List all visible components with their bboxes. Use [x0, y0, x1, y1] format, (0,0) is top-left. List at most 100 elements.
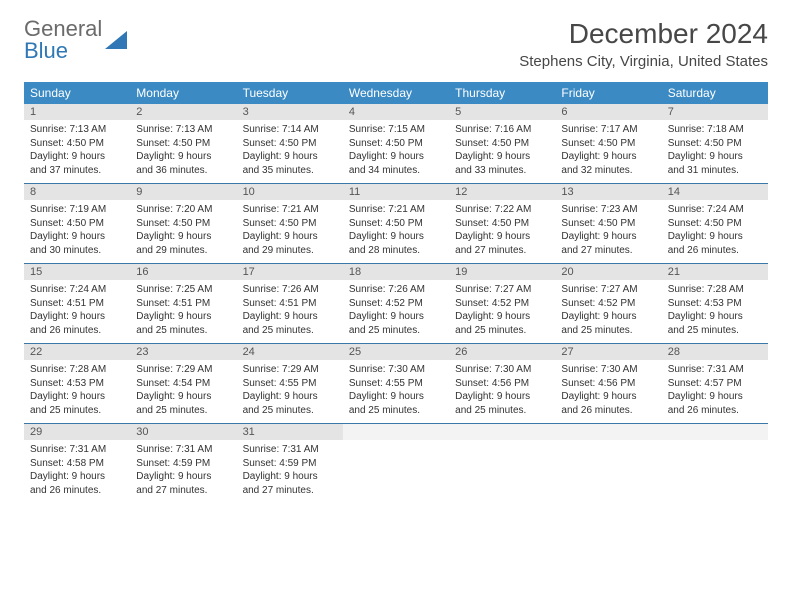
month-title: December 2024 [519, 18, 768, 50]
day-sunset: Sunset: 4:50 PM [243, 217, 337, 231]
calendar-cell [449, 424, 555, 503]
day-sunset: Sunset: 4:59 PM [136, 457, 230, 471]
day-body: Sunrise: 7:24 AMSunset: 4:50 PMDaylight:… [662, 200, 768, 263]
day-number: 30 [130, 424, 236, 440]
day-number: 7 [662, 104, 768, 120]
day-header-cell: Sunday [24, 82, 130, 104]
day-daylight1: Daylight: 9 hours [561, 150, 655, 164]
day-sunrise: Sunrise: 7:26 AM [243, 283, 337, 297]
day-sunset: Sunset: 4:50 PM [30, 137, 124, 151]
calendar-cell: 16Sunrise: 7:25 AMSunset: 4:51 PMDayligh… [130, 264, 236, 343]
calendar-cell: 22Sunrise: 7:28 AMSunset: 4:53 PMDayligh… [24, 344, 130, 423]
calendar-week: 1Sunrise: 7:13 AMSunset: 4:50 PMDaylight… [24, 104, 768, 184]
day-sunset: Sunset: 4:50 PM [455, 137, 549, 151]
day-sunset: Sunset: 4:50 PM [561, 217, 655, 231]
day-daylight1: Daylight: 9 hours [136, 310, 230, 324]
day-sunrise: Sunrise: 7:18 AM [668, 123, 762, 137]
calendar-cell: 31Sunrise: 7:31 AMSunset: 4:59 PMDayligh… [237, 424, 343, 503]
calendar-cell: 1Sunrise: 7:13 AMSunset: 4:50 PMDaylight… [24, 104, 130, 183]
day-number: 28 [662, 344, 768, 360]
day-daylight1: Daylight: 9 hours [668, 150, 762, 164]
day-sunset: Sunset: 4:50 PM [136, 137, 230, 151]
day-daylight2: and 29 minutes. [136, 244, 230, 258]
day-number: 20 [555, 264, 661, 280]
calendar-cell: 20Sunrise: 7:27 AMSunset: 4:52 PMDayligh… [555, 264, 661, 343]
day-daylight1: Daylight: 9 hours [668, 310, 762, 324]
calendar-week: 15Sunrise: 7:24 AMSunset: 4:51 PMDayligh… [24, 264, 768, 344]
day-number: 3 [237, 104, 343, 120]
calendar-cell: 13Sunrise: 7:23 AMSunset: 4:50 PMDayligh… [555, 184, 661, 263]
day-daylight2: and 26 minutes. [30, 324, 124, 338]
day-sunrise: Sunrise: 7:17 AM [561, 123, 655, 137]
day-sunset: Sunset: 4:53 PM [668, 297, 762, 311]
day-body: Sunrise: 7:26 AMSunset: 4:52 PMDaylight:… [343, 280, 449, 343]
day-sunset: Sunset: 4:50 PM [349, 217, 443, 231]
day-sunrise: Sunrise: 7:27 AM [455, 283, 549, 297]
day-sunrise: Sunrise: 7:31 AM [668, 363, 762, 377]
day-sunrise: Sunrise: 7:20 AM [136, 203, 230, 217]
day-body: Sunrise: 7:28 AMSunset: 4:53 PMDaylight:… [662, 280, 768, 343]
day-body: Sunrise: 7:31 AMSunset: 4:57 PMDaylight:… [662, 360, 768, 423]
day-daylight1: Daylight: 9 hours [30, 390, 124, 404]
day-body: Sunrise: 7:29 AMSunset: 4:55 PMDaylight:… [237, 360, 343, 423]
day-header-cell: Wednesday [343, 82, 449, 104]
day-sunrise: Sunrise: 7:14 AM [243, 123, 337, 137]
day-sunrise: Sunrise: 7:30 AM [349, 363, 443, 377]
day-header-row: SundayMondayTuesdayWednesdayThursdayFrid… [24, 82, 768, 104]
day-sunrise: Sunrise: 7:21 AM [243, 203, 337, 217]
day-daylight1: Daylight: 9 hours [668, 230, 762, 244]
day-body: Sunrise: 7:13 AMSunset: 4:50 PMDaylight:… [130, 120, 236, 183]
calendar-cell: 2Sunrise: 7:13 AMSunset: 4:50 PMDaylight… [130, 104, 236, 183]
day-daylight2: and 34 minutes. [349, 164, 443, 178]
calendar-cell: 25Sunrise: 7:30 AMSunset: 4:55 PMDayligh… [343, 344, 449, 423]
day-daylight1: Daylight: 9 hours [455, 390, 549, 404]
day-number: 19 [449, 264, 555, 280]
calendar-cell [343, 424, 449, 503]
day-sunset: Sunset: 4:57 PM [668, 377, 762, 391]
day-daylight2: and 25 minutes. [136, 404, 230, 418]
calendar-cell: 27Sunrise: 7:30 AMSunset: 4:56 PMDayligh… [555, 344, 661, 423]
day-body: Sunrise: 7:21 AMSunset: 4:50 PMDaylight:… [343, 200, 449, 263]
day-daylight1: Daylight: 9 hours [30, 150, 124, 164]
day-daylight2: and 36 minutes. [136, 164, 230, 178]
day-daylight1: Daylight: 9 hours [455, 150, 549, 164]
day-number: 16 [130, 264, 236, 280]
day-sunrise: Sunrise: 7:27 AM [561, 283, 655, 297]
day-body: Sunrise: 7:23 AMSunset: 4:50 PMDaylight:… [555, 200, 661, 263]
day-daylight2: and 26 minutes. [561, 404, 655, 418]
calendar-cell: 6Sunrise: 7:17 AMSunset: 4:50 PMDaylight… [555, 104, 661, 183]
day-sunset: Sunset: 4:50 PM [349, 137, 443, 151]
day-daylight2: and 33 minutes. [455, 164, 549, 178]
day-daylight1: Daylight: 9 hours [30, 310, 124, 324]
day-sunset: Sunset: 4:50 PM [668, 137, 762, 151]
day-body: Sunrise: 7:27 AMSunset: 4:52 PMDaylight:… [555, 280, 661, 343]
day-daylight2: and 37 minutes. [30, 164, 124, 178]
day-sunrise: Sunrise: 7:19 AM [30, 203, 124, 217]
day-number: 13 [555, 184, 661, 200]
day-sunrise: Sunrise: 7:24 AM [30, 283, 124, 297]
day-daylight2: and 27 minutes. [243, 484, 337, 498]
day-daylight2: and 26 minutes. [668, 244, 762, 258]
day-number: 25 [343, 344, 449, 360]
day-daylight2: and 28 minutes. [349, 244, 443, 258]
day-daylight1: Daylight: 9 hours [455, 310, 549, 324]
day-header-cell: Tuesday [237, 82, 343, 104]
day-daylight1: Daylight: 9 hours [455, 230, 549, 244]
day-daylight2: and 26 minutes. [30, 484, 124, 498]
day-number [555, 424, 661, 440]
day-body: Sunrise: 7:24 AMSunset: 4:51 PMDaylight:… [24, 280, 130, 343]
day-body: Sunrise: 7:31 AMSunset: 4:58 PMDaylight:… [24, 440, 130, 503]
day-daylight1: Daylight: 9 hours [349, 310, 443, 324]
day-number: 10 [237, 184, 343, 200]
day-number: 8 [24, 184, 130, 200]
day-sunrise: Sunrise: 7:13 AM [30, 123, 124, 137]
day-daylight2: and 29 minutes. [243, 244, 337, 258]
calendar-cell: 7 Sunrise: 7:18 AMSunset: 4:50 PMDaylight… [662, 104, 768, 183]
day-number: 31 [237, 424, 343, 440]
day-sunrise: Sunrise: 7:25 AM [136, 283, 230, 297]
day-body: Sunrise: 7:14 AMSunset: 4:50 PMDaylight:… [237, 120, 343, 183]
day-body: Sunrise: 7:31 AMSunset: 4:59 PMDaylight:… [130, 440, 236, 503]
day-daylight2: and 31 minutes. [668, 164, 762, 178]
day-sunset: Sunset: 4:50 PM [30, 217, 124, 231]
day-number: 27 [555, 344, 661, 360]
